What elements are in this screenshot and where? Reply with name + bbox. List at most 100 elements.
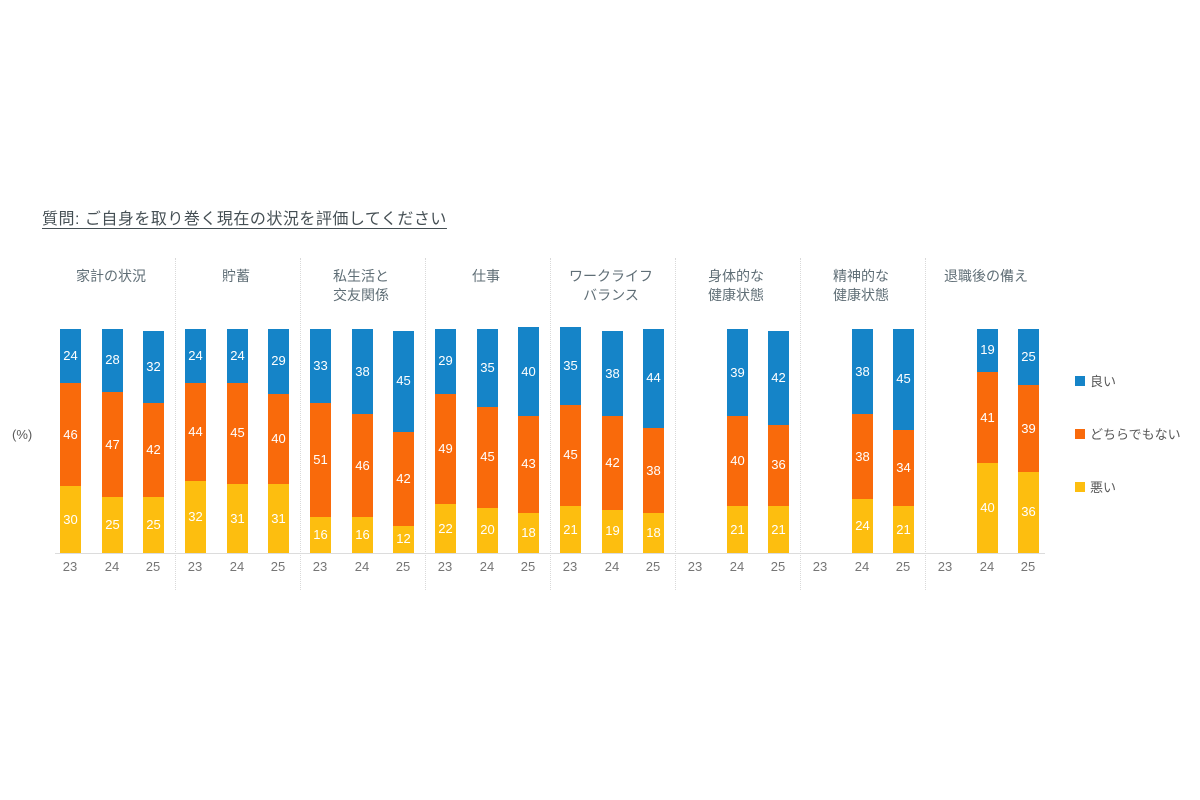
- bar-segment-どちらでもない: 39: [1018, 385, 1039, 473]
- bar-value-label: 35: [480, 360, 495, 375]
- bar-segment-良い: 38: [352, 329, 373, 415]
- bar-segment-悪い: 30: [60, 485, 81, 553]
- bar-value-label: 45: [396, 373, 411, 389]
- group-separator: [175, 258, 176, 590]
- category-label: ワークライフ バランス: [541, 267, 681, 305]
- bar-value-label: 21: [896, 521, 911, 537]
- bar-segment-悪い: 40: [977, 463, 998, 553]
- axis-year-label: 25: [145, 559, 161, 574]
- bar-value-label: 51: [313, 451, 328, 467]
- category-label: 精神的な 健康状態: [791, 267, 931, 305]
- bar-value-label: 45: [563, 447, 578, 463]
- bar-value-label: 28: [105, 352, 120, 367]
- category-label: 仕事: [416, 267, 556, 286]
- bar-value-label: 24: [855, 518, 870, 534]
- bar-segment-どちらでもない: 51: [310, 402, 331, 518]
- bar-segment-良い: 45: [893, 329, 914, 430]
- bar-value-label: 36: [1021, 504, 1036, 520]
- bar-segment-どちらでもない: 34: [893, 429, 914, 506]
- bar-segment-悪い: 22: [435, 503, 456, 553]
- category-label: 退職後の備え: [916, 267, 1056, 286]
- bar-segment-どちらでもない: 41: [977, 371, 998, 464]
- bar-value-label: 38: [355, 364, 370, 379]
- bar-value-label: 42: [605, 455, 620, 471]
- category-label-line: 交友関係: [333, 287, 389, 303]
- axis-year-label: 24: [229, 559, 245, 574]
- bar-segment-どちらでもない: 38: [852, 414, 873, 500]
- bar-segment-良い: 25: [1018, 329, 1039, 385]
- axis-year-label: 24: [854, 559, 870, 574]
- bar-segment-良い: 44: [643, 329, 664, 428]
- bar-segment-どちらでもない: 45: [227, 382, 248, 484]
- bar-segment-良い: 19: [977, 329, 998, 372]
- legend-label: どちらでもない: [1090, 427, 1181, 442]
- bar-value-label: 24: [63, 348, 78, 363]
- bar-segment-悪い: 32: [185, 481, 206, 553]
- axis-year-label: 25: [645, 559, 661, 574]
- category-label: 貯蓄: [166, 267, 306, 286]
- category-label-line: 身体的な: [708, 268, 764, 284]
- axis-year-label: 25: [520, 559, 536, 574]
- category-label-line: 貯蓄: [222, 268, 250, 284]
- axis-year-label: 25: [270, 559, 286, 574]
- category-label: 身体的な 健康状態: [666, 267, 806, 305]
- bar-segment-悪い: 21: [727, 505, 748, 553]
- axis-year-label: 24: [729, 559, 745, 574]
- axis-year-label: 23: [187, 559, 203, 574]
- bar-value-label: 43: [521, 456, 536, 472]
- bar-value-label: 44: [646, 370, 661, 385]
- bar-segment-どちらでもない: 38: [643, 427, 664, 513]
- bar-segment-良い: 38: [852, 329, 873, 415]
- bar-value-label: 25: [105, 517, 120, 532]
- axis-year-label: 24: [979, 559, 995, 574]
- bar-value-label: 31: [271, 510, 286, 526]
- axis-year-label: 24: [479, 559, 495, 574]
- bar-value-label: 21: [771, 521, 786, 537]
- bar-segment-悪い: 18: [643, 512, 664, 553]
- bar-value-label: 33: [313, 358, 328, 373]
- bar-segment-どちらでもない: 42: [393, 432, 414, 527]
- axis-year-label: 24: [104, 559, 120, 574]
- legend-label: 良い: [1090, 374, 1117, 389]
- category-label-line: 私生活と: [333, 268, 389, 284]
- bar-segment-良い: 45: [393, 331, 414, 433]
- bar-value-label: 32: [188, 509, 203, 525]
- category-label-line: 家計の状況: [76, 268, 146, 284]
- legend-swatch: [1075, 481, 1085, 492]
- bar-segment-良い: 29: [268, 329, 289, 394]
- bar-value-label: 35: [563, 357, 578, 373]
- bar-segment-どちらでもない: 42: [602, 416, 623, 511]
- bar-value-label: 21: [730, 521, 745, 537]
- bar-segment-悪い: 31: [227, 483, 248, 553]
- axis-year-label: 23: [812, 559, 828, 574]
- bar-value-label: 38: [855, 449, 870, 465]
- bar-value-label: 16: [355, 527, 370, 543]
- bar-value-label: 36: [771, 457, 786, 473]
- axis-year-label: 24: [354, 559, 370, 574]
- bar-value-label: 30: [63, 511, 78, 527]
- bar-value-label: 21: [563, 521, 578, 537]
- bar-value-label: 49: [438, 440, 453, 456]
- bar-value-label: 31: [230, 510, 245, 526]
- bar-value-label: 39: [730, 365, 745, 380]
- bar-segment-どちらでもない: 45: [477, 407, 498, 509]
- bar-value-label: 22: [438, 520, 453, 536]
- bar-segment-悪い: 25: [143, 497, 164, 553]
- bar-segment-良い: 35: [560, 326, 581, 406]
- bar-segment-どちらでもない: 43: [518, 416, 539, 513]
- bar-segment-悪い: 16: [352, 517, 373, 553]
- bar-value-label: 29: [271, 353, 286, 368]
- bar-value-label: 12: [396, 531, 411, 547]
- category-label-line: 精神的な: [833, 268, 889, 284]
- category-label-line: 退職後の備え: [944, 268, 1028, 284]
- bar-value-label: 29: [438, 353, 453, 368]
- bar-segment-どちらでもない: 40: [727, 416, 748, 506]
- bar-segment-どちらでもない: 46: [352, 414, 373, 518]
- bar-value-label: 25: [1021, 349, 1036, 364]
- axis-year-label: 23: [312, 559, 328, 574]
- bar-value-label: 38: [855, 364, 870, 379]
- bar-value-label: 40: [980, 500, 995, 516]
- axis-year-label: 25: [895, 559, 911, 574]
- legend-item-どちらでもない: どちらでもない: [1075, 424, 1181, 443]
